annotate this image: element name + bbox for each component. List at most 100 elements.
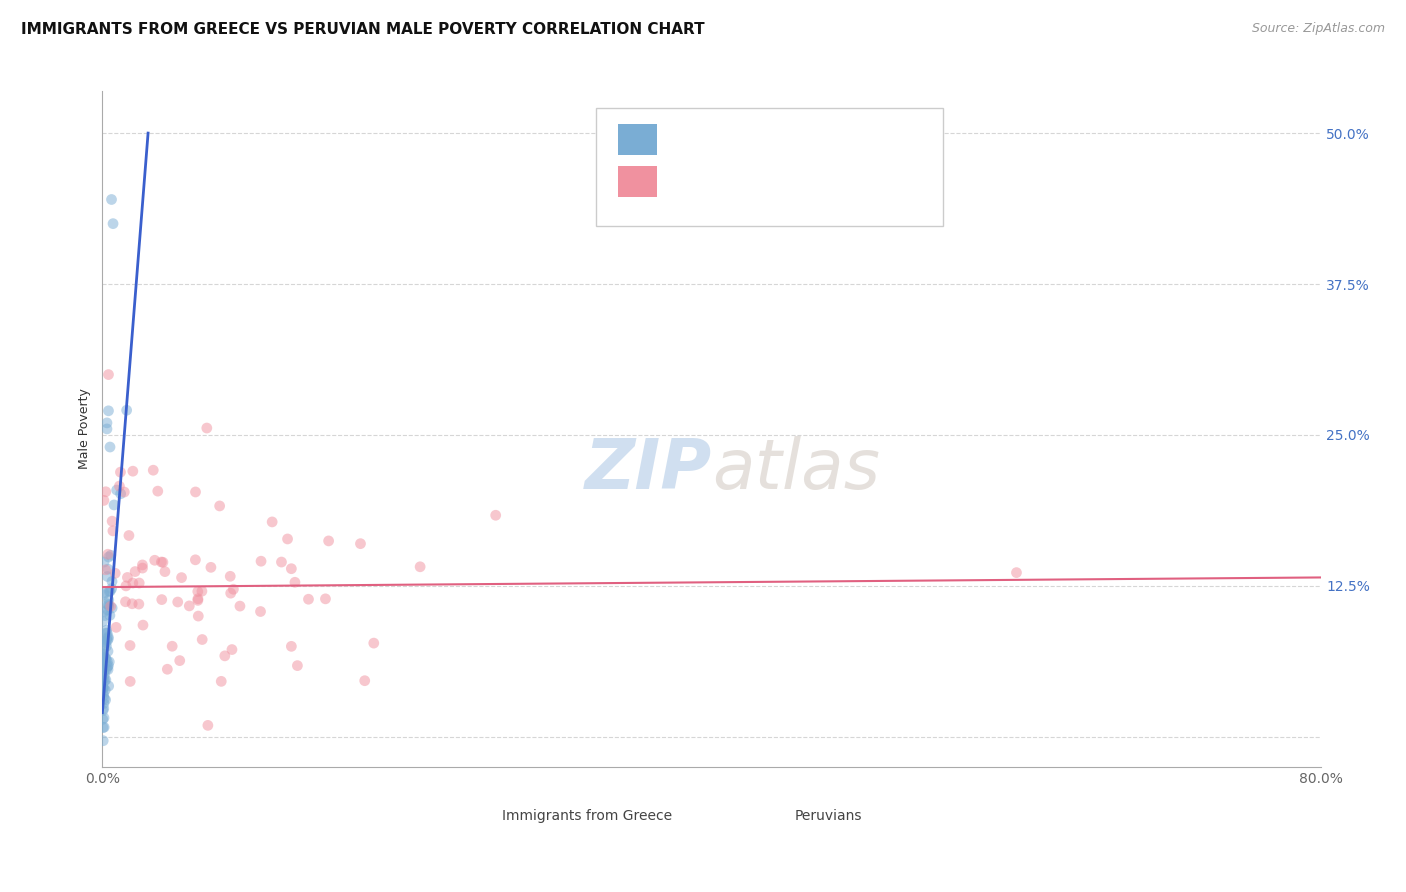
Text: R =  0.011: R = 0.011 (666, 171, 762, 189)
Text: R = 0.639: R = 0.639 (666, 129, 756, 147)
Point (150, 592, 173, 607)
Point (97, 598, 120, 612)
Point (108, 479, 131, 493)
Point (98, 584, 121, 599)
Point (160, 639, 183, 653)
Point (93, 665, 115, 679)
Point (179, 599, 201, 613)
Point (110, 465, 132, 479)
Point (100, 193, 122, 207)
Point (112, 485, 135, 500)
Point (117, 570, 139, 584)
Point (94, 638, 117, 652)
Point (208, 499, 231, 513)
Point (187, 584, 209, 599)
Point (200, 560, 222, 574)
Point (97, 599, 120, 614)
Point (98, 655, 121, 669)
FancyBboxPatch shape (617, 166, 657, 197)
Point (91, 681, 114, 695)
Point (91, 661, 114, 675)
Point (97, 644, 120, 658)
Point (93, 697, 115, 711)
Point (314, 591, 336, 606)
Point (105, 620, 128, 634)
Text: N = 83: N = 83 (810, 129, 877, 147)
Point (96, 597, 118, 611)
Point (280, 640, 302, 654)
Point (131, 561, 153, 575)
Point (97, 368, 120, 382)
Point (146, 484, 169, 499)
Point (209, 674, 232, 689)
Point (91, 704, 114, 718)
Point (284, 575, 307, 590)
Point (103, 498, 125, 512)
Point (318, 533, 340, 548)
Point (128, 597, 150, 611)
Text: Peruvians: Peruvians (794, 809, 862, 822)
Point (187, 593, 209, 607)
Point (97, 547, 120, 561)
Point (97, 562, 120, 576)
Text: ZIP: ZIP (585, 436, 711, 503)
Point (219, 569, 242, 583)
Point (1005, 566, 1028, 580)
Point (169, 654, 191, 668)
Point (93, 648, 115, 663)
Point (485, 508, 508, 523)
Point (115, 403, 138, 417)
Point (104, 566, 127, 581)
Text: IMMIGRANTS FROM GREECE VS PERUVIAN MALE POVERTY CORRELATION CHART: IMMIGRANTS FROM GREECE VS PERUVIAN MALE … (21, 22, 704, 37)
Point (91, 647, 114, 661)
Point (349, 536, 371, 550)
Point (97, 603, 120, 617)
Point (97, 404, 120, 418)
Point (132, 618, 155, 632)
Point (120, 674, 142, 689)
Text: atlas: atlas (711, 436, 880, 503)
Point (96, 416, 118, 430)
Point (96, 659, 118, 673)
Point (93, 665, 115, 680)
Point (97, 679, 120, 693)
Point (277, 532, 299, 546)
Point (170, 571, 193, 585)
Point (94, 484, 117, 499)
Point (118, 528, 141, 542)
Point (166, 595, 188, 609)
Point (219, 586, 242, 600)
Point (93, 691, 115, 706)
Point (98, 440, 121, 454)
Point (97, 632, 120, 646)
Point (98, 584, 121, 599)
Point (229, 599, 252, 613)
Point (101, 217, 124, 231)
Point (150, 555, 173, 569)
Point (100, 549, 122, 563)
Point (97, 593, 120, 607)
Point (94, 608, 117, 623)
Point (187, 591, 209, 606)
Point (96, 626, 118, 640)
Point (101, 524, 124, 538)
Point (353, 673, 375, 688)
Point (114, 595, 136, 609)
Point (270, 555, 292, 569)
Point (128, 576, 150, 591)
Point (184, 485, 207, 500)
Point (93, 667, 115, 681)
Point (96, 632, 118, 646)
Y-axis label: Male Poverty: Male Poverty (79, 389, 91, 469)
Point (96, 655, 118, 669)
Point (94, 683, 117, 698)
Point (97, 549, 120, 564)
FancyBboxPatch shape (465, 805, 498, 827)
Point (96, 624, 118, 638)
Point (97, 658, 120, 673)
Point (93, 711, 115, 725)
Point (91, 657, 114, 672)
Point (91, 733, 114, 747)
Point (93, 671, 115, 685)
Point (93, 634, 115, 648)
